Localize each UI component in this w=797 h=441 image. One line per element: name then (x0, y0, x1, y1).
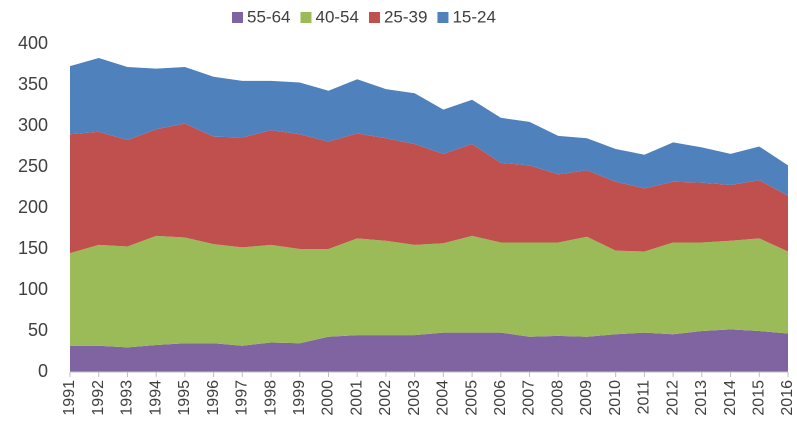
legend-label: 40-54 (315, 7, 358, 26)
x-tick-label: 1997 (234, 380, 251, 416)
x-tick-label: 1995 (176, 380, 193, 416)
x-tick-label: 1993 (119, 380, 136, 416)
x-tick-label: 2003 (406, 380, 423, 416)
x-tick-label: 2011 (636, 380, 653, 415)
x-tick-label: 1999 (291, 380, 308, 416)
y-tick-label: 300 (18, 115, 48, 135)
legend-label: 55-64 (247, 7, 290, 26)
area (70, 329, 788, 372)
x-tick-label: 1998 (262, 380, 279, 416)
x-tick-label: 1996 (205, 380, 222, 416)
x-tick-label: 2012 (664, 380, 681, 416)
area (70, 123, 788, 254)
y-tick-label: 150 (18, 238, 48, 258)
x-tick-label: 2015 (750, 380, 767, 416)
y-tick-label: 0 (38, 361, 48, 381)
x-tick-label: 2016 (779, 380, 796, 416)
y-tick-label: 50 (28, 320, 48, 340)
x-tick-label: 2007 (521, 380, 538, 416)
legend-label: 15-24 (452, 7, 495, 26)
x-tick-label: 2002 (377, 380, 394, 416)
legend-swatch (232, 12, 243, 23)
x-tick-label: 2004 (435, 380, 452, 416)
legend-swatch (368, 12, 380, 23)
y-tick-label: 200 (18, 197, 48, 217)
x-tick-label: 2006 (492, 380, 509, 416)
x-tick-label: 2008 (549, 380, 566, 416)
x-tick-label: 2009 (578, 380, 595, 416)
x-tick-label: 2013 (693, 380, 710, 416)
y-tick-label: 400 (18, 33, 48, 53)
x-tick-label: 2000 (320, 380, 337, 416)
y-tick-label: 100 (18, 279, 48, 299)
x-tick-label: 2014 (722, 380, 739, 416)
y-tick-label: 250 (18, 156, 48, 176)
area (70, 57, 788, 196)
area (70, 235, 788, 348)
x-tick-label: 2001 (348, 380, 365, 416)
x-tick-label: 1994 (147, 380, 164, 416)
x-tick-label: 1992 (90, 380, 107, 416)
x-tick-label: 2005 (463, 380, 480, 416)
legend-swatch (437, 12, 449, 23)
y-tick-label: 350 (18, 74, 48, 94)
legend-label: 25-39 (384, 7, 427, 26)
x-tick-label: 2010 (607, 380, 624, 416)
x-tick-label: 1991 (61, 380, 78, 416)
legend-swatch (300, 12, 312, 23)
